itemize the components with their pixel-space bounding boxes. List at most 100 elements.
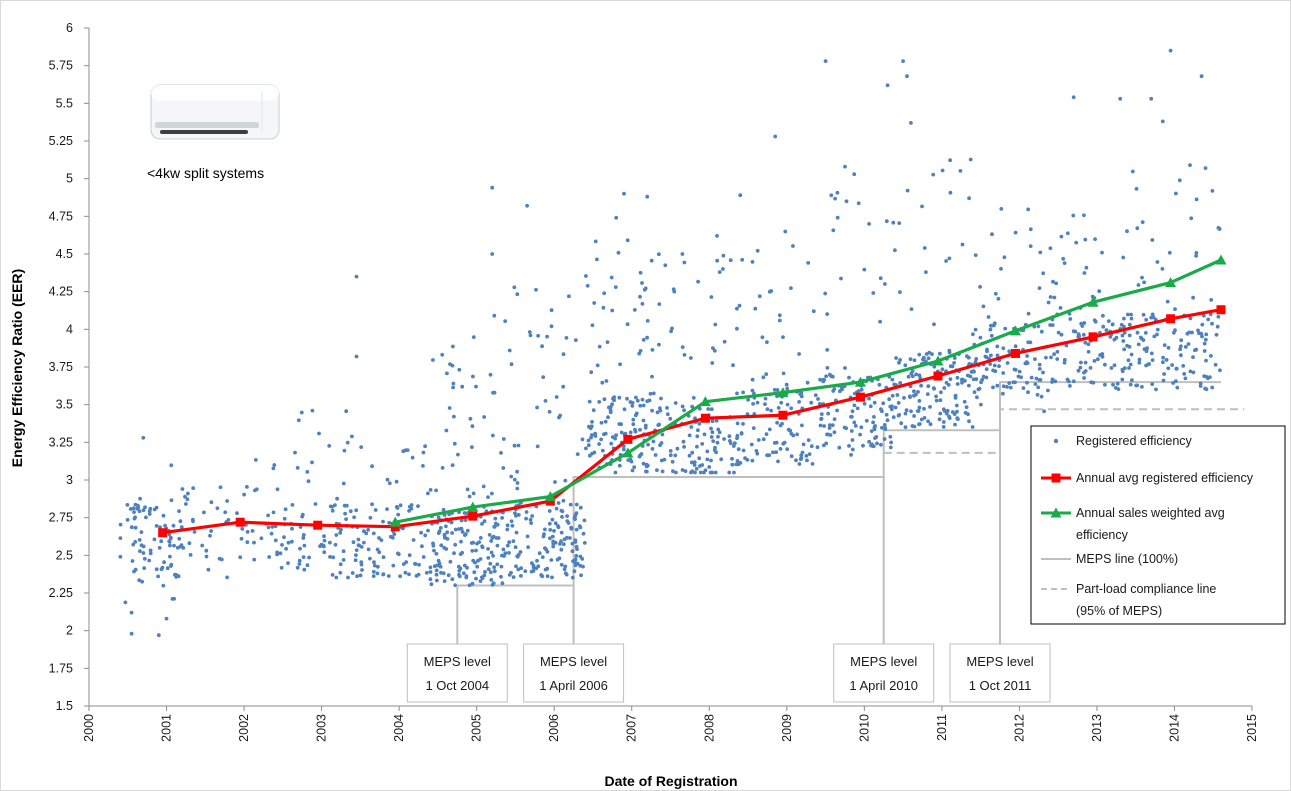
scatter-point <box>147 512 152 516</box>
scatter-point <box>322 534 326 539</box>
scatter-point <box>589 370 594 375</box>
scatter-point <box>1037 367 1042 371</box>
scatter-point <box>588 426 593 431</box>
scatter-point <box>306 479 311 484</box>
scatter-point <box>245 530 250 534</box>
scatter-point <box>995 383 1000 388</box>
scatter-point <box>259 536 264 541</box>
scatter-point <box>1056 330 1061 335</box>
scatter-point <box>829 193 834 198</box>
scatter-point <box>1112 363 1117 368</box>
scatter-point <box>164 616 169 621</box>
scatter-point <box>168 554 172 559</box>
scatter-point <box>999 266 1003 271</box>
scatter-point <box>774 440 779 445</box>
scatter-point <box>901 59 905 63</box>
scatter-point <box>638 270 643 275</box>
scatter-point <box>574 554 579 558</box>
scatter-point <box>769 408 773 413</box>
scatter-point <box>1001 391 1005 396</box>
scatter-point <box>505 523 510 528</box>
scatter-point <box>129 525 134 530</box>
scatter-point <box>1203 166 1208 171</box>
scatter-point <box>1190 330 1194 335</box>
scatter-point <box>138 549 142 553</box>
scatter-point <box>574 527 579 532</box>
scatter-point <box>942 409 947 413</box>
scatter-point <box>296 418 301 423</box>
scatter-point <box>962 399 967 404</box>
scatter-point <box>797 462 802 466</box>
scatter-point <box>950 410 955 414</box>
scatter-point <box>721 253 726 258</box>
scatter-point <box>1137 357 1142 362</box>
scatter-point <box>550 517 555 522</box>
scatter-point <box>1033 357 1037 361</box>
scatter-point <box>1152 334 1157 339</box>
scatter-point <box>156 633 161 638</box>
scatter-point <box>301 555 306 559</box>
scatter-point <box>1083 360 1088 365</box>
scatter-point <box>695 444 699 449</box>
scatter-point <box>735 433 740 438</box>
scatter-point <box>428 577 433 582</box>
scatter-point <box>547 509 552 513</box>
scatter-point <box>507 551 511 555</box>
scatter-point <box>823 291 828 296</box>
scatter-point <box>1003 326 1008 331</box>
scatter-point <box>524 510 529 514</box>
scatter-point <box>1218 368 1222 373</box>
scatter-point <box>587 399 592 404</box>
scatter-point <box>578 505 583 510</box>
scatter-point <box>1129 352 1134 357</box>
scatter-point <box>286 540 291 545</box>
scatter-point <box>669 329 673 334</box>
scatter-point <box>1150 312 1155 317</box>
scatter-point <box>545 549 550 554</box>
scatter-point <box>480 522 484 526</box>
scatter-point <box>429 582 434 587</box>
scatter-point <box>706 407 711 411</box>
legend-label: MEPS line (100%) <box>1076 552 1178 566</box>
scatter-point <box>738 461 743 465</box>
scatter-point <box>1199 331 1204 336</box>
legend-box <box>1030 425 1286 625</box>
scatter-point <box>879 407 883 412</box>
scatter-point <box>470 424 475 429</box>
scatter-point <box>302 543 307 548</box>
scatter-point <box>1048 246 1053 251</box>
scatter-point <box>912 414 916 418</box>
scatter-point <box>278 551 283 556</box>
scatter-point <box>712 348 717 353</box>
scatter-point <box>715 258 720 263</box>
scatter-point <box>354 553 358 557</box>
scatter-point <box>381 555 386 560</box>
scatter-point <box>665 412 670 417</box>
scatter-point <box>354 274 359 279</box>
meps-callout-title: MEPS level <box>850 654 917 669</box>
scatter-point <box>515 486 520 491</box>
scatter-point <box>271 510 276 515</box>
scatter-point <box>843 164 847 169</box>
scatter-point <box>417 562 421 567</box>
scatter-point <box>463 518 468 522</box>
scatter-point <box>741 390 745 395</box>
scatter-point <box>824 374 828 379</box>
scatter-point <box>180 487 185 491</box>
scatter-point <box>966 412 970 417</box>
legend-label-line2: (95% of MEPS) <box>1076 604 1162 618</box>
scatter-point <box>1203 337 1208 342</box>
scatter-point <box>738 193 743 198</box>
scatter-point <box>655 468 659 472</box>
scatter-point <box>973 253 978 257</box>
scatter-point <box>330 573 335 577</box>
scatter-point <box>971 332 975 337</box>
scatter-point <box>954 403 959 408</box>
scatter-point <box>641 338 646 342</box>
scatter-point <box>1002 255 1007 260</box>
scatter-point <box>154 567 159 572</box>
scatter-point <box>471 374 475 379</box>
scatter-point <box>778 447 783 451</box>
scatter-point <box>507 348 512 353</box>
scatter-point <box>138 496 143 501</box>
